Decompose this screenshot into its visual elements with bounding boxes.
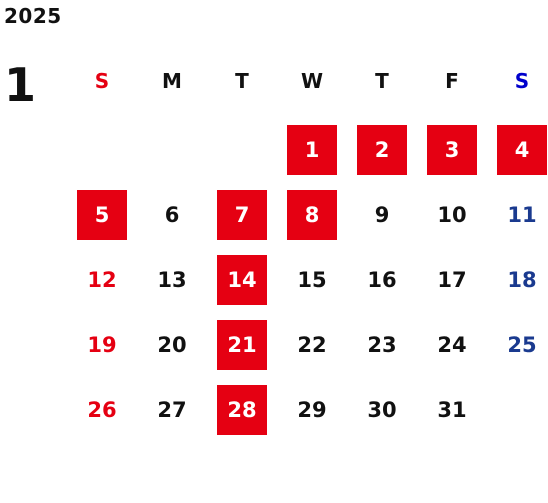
calendar-day-26: 26 xyxy=(87,398,117,422)
calendar-day-3: 3 xyxy=(427,125,477,175)
calendar-day-21: 21 xyxy=(217,320,267,370)
calendar-day-8: 8 xyxy=(287,190,337,240)
weekday-sat: S xyxy=(514,69,530,93)
calendar-day-30: 30 xyxy=(367,398,397,422)
weekday-thu: T xyxy=(375,69,389,93)
calendar-day-20: 20 xyxy=(157,333,187,357)
calendar-day-13: 13 xyxy=(157,268,187,292)
weekday-fri: F xyxy=(445,69,459,93)
calendar-day-25: 25 xyxy=(507,333,537,357)
calendar-day-16: 16 xyxy=(367,268,397,292)
calendar-day-9: 9 xyxy=(374,203,390,227)
calendar-day-14: 14 xyxy=(217,255,267,305)
calendar-day-15: 15 xyxy=(297,268,327,292)
weekday-wed: W xyxy=(300,69,324,93)
calendar-day-7: 7 xyxy=(217,190,267,240)
weekday-sun: S xyxy=(94,69,110,93)
calendar-day-4: 4 xyxy=(497,125,547,175)
calendar-day-23: 23 xyxy=(367,333,397,357)
year-label: 2025 xyxy=(4,4,62,28)
calendar-day-28: 28 xyxy=(217,385,267,435)
calendar-day-27: 27 xyxy=(157,398,187,422)
month-label: 1 xyxy=(4,58,37,112)
weekday-tue: T xyxy=(235,69,249,93)
calendar-day-29: 29 xyxy=(297,398,327,422)
calendar-day-11: 11 xyxy=(507,203,537,227)
calendar-day-6: 6 xyxy=(164,203,180,227)
calendar-day-12: 12 xyxy=(87,268,117,292)
calendar-day-10: 10 xyxy=(437,203,467,227)
calendar-day-2: 2 xyxy=(357,125,407,175)
calendar-day-24: 24 xyxy=(437,333,467,357)
calendar-day-1: 1 xyxy=(287,125,337,175)
calendar-day-31: 31 xyxy=(437,398,467,422)
calendar-day-17: 17 xyxy=(437,268,467,292)
calendar-day-5: 5 xyxy=(77,190,127,240)
calendar-day-18: 18 xyxy=(507,268,537,292)
calendar-day-19: 19 xyxy=(87,333,117,357)
calendar-day-22: 22 xyxy=(297,333,327,357)
weekday-mon: M xyxy=(162,69,182,93)
